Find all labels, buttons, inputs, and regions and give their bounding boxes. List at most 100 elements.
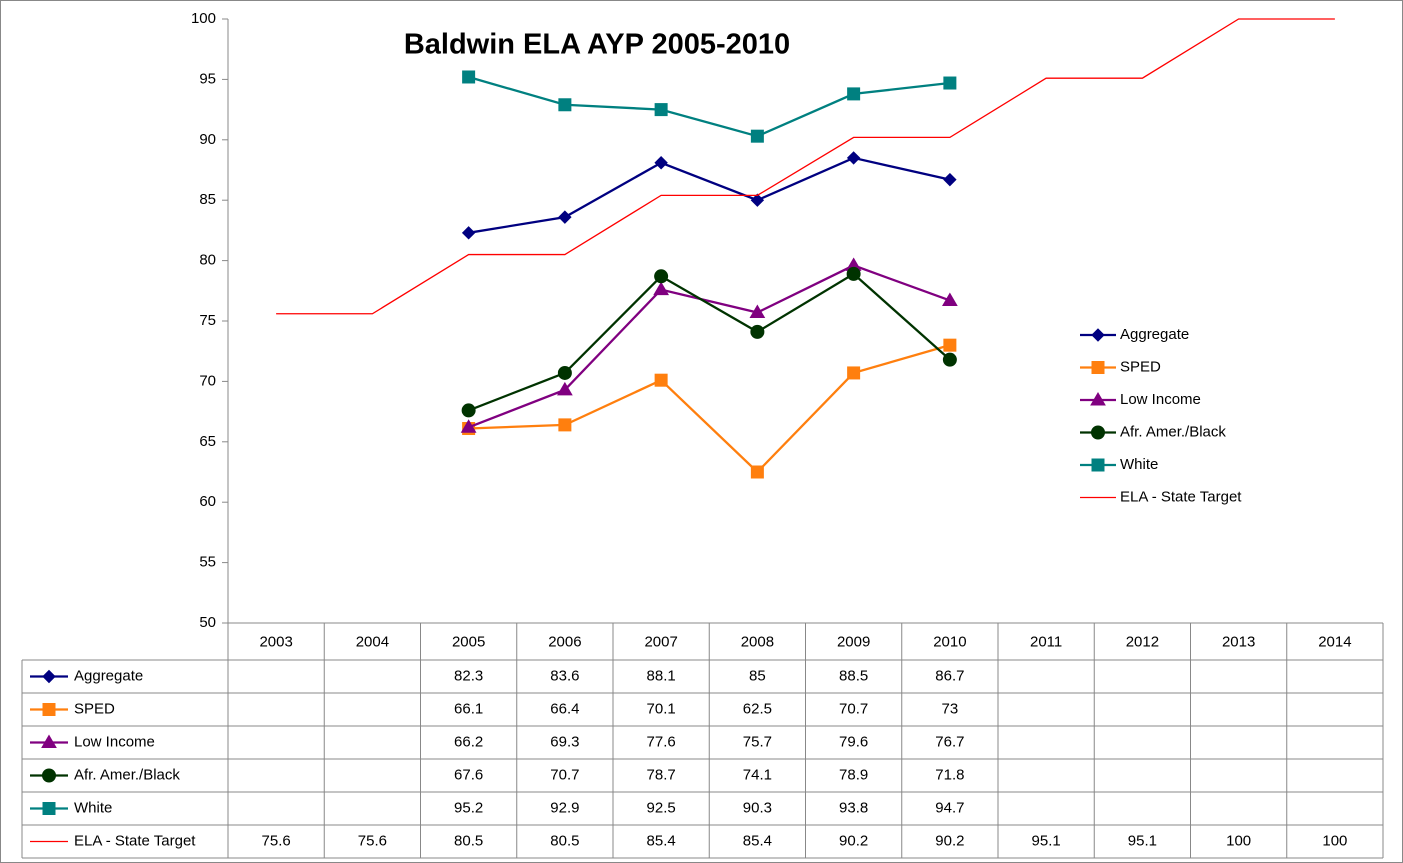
marker-triangle: [41, 734, 57, 748]
series-line: [468, 272, 951, 412]
marker-square: [1091, 458, 1105, 472]
legend-label: Aggregate: [1120, 326, 1189, 343]
table-row-label: Low Income: [74, 733, 155, 750]
table-value: 67.6: [454, 766, 483, 783]
marker-circle: [750, 324, 765, 339]
y-tick-label: 100: [191, 10, 216, 27]
table-value: 80.5: [454, 832, 483, 849]
x-tick-label: 2010: [933, 633, 966, 650]
series-line: [276, 18, 1335, 315]
table-value: 94.7: [935, 799, 964, 816]
marker-diamond: [461, 226, 476, 240]
table-value: 88.1: [647, 667, 676, 684]
marker-diamond: [750, 193, 765, 207]
marker-square: [558, 418, 572, 432]
legend-label: Afr. Amer./Black: [1120, 423, 1226, 440]
series-line: [468, 344, 951, 474]
table-value: 82.3: [454, 667, 483, 684]
x-tick-label: 2007: [644, 633, 677, 650]
marker-diamond: [1091, 328, 1105, 342]
series-line: [468, 156, 951, 234]
x-tick-label: 2012: [1126, 633, 1159, 650]
marker-triangle: [942, 292, 958, 306]
table-value: 70.7: [839, 700, 868, 717]
table-value: 95.1: [1032, 832, 1061, 849]
table-value: 69.3: [550, 733, 579, 750]
table-value: 79.6: [839, 733, 868, 750]
marker-square: [462, 70, 476, 84]
table-value: 92.5: [647, 799, 676, 816]
table-value: 90.2: [935, 832, 964, 849]
table-value: 95.2: [454, 799, 483, 816]
marker-square: [750, 129, 764, 143]
y-tick-label: 75: [199, 312, 216, 329]
x-tick-label: 2004: [356, 633, 389, 650]
table-value: 66.4: [550, 700, 579, 717]
marker-square: [943, 76, 957, 90]
marker-circle: [461, 403, 476, 418]
marker-square: [42, 802, 56, 815]
legend-label: ELA - State Target: [1120, 488, 1242, 505]
marker-diamond: [558, 210, 572, 224]
marker-diamond: [654, 156, 668, 170]
marker-square: [847, 87, 861, 101]
y-tick-label: 85: [199, 191, 216, 208]
table-value: 71.8: [935, 766, 964, 783]
y-tick-label: 90: [199, 131, 216, 148]
table-value: 78.9: [839, 766, 868, 783]
marker-triangle: [749, 304, 766, 319]
table-value: 88.5: [839, 667, 868, 684]
table-value: 86.7: [935, 667, 964, 684]
table-value: 100: [1322, 832, 1347, 849]
marker-triangle: [557, 381, 573, 396]
marker-square: [654, 373, 668, 387]
x-tick-label: 2008: [741, 633, 774, 650]
table-value: 90.2: [839, 832, 868, 849]
table-value: 75.6: [262, 832, 291, 849]
table-value: 75.6: [358, 832, 387, 849]
table-value: 77.6: [647, 733, 676, 750]
series-line: [468, 75, 951, 138]
table-value: 93.8: [839, 799, 868, 816]
table-value: 70.7: [550, 766, 579, 783]
marker-square: [750, 465, 764, 479]
table-row-label: ELA - State Target: [74, 832, 196, 849]
marker-square: [847, 366, 861, 380]
marker-circle: [557, 365, 572, 380]
marker-circle: [1091, 425, 1105, 440]
marker-circle: [942, 352, 957, 367]
y-tick-label: 80: [199, 252, 216, 269]
marker-circle: [42, 768, 56, 783]
y-tick-label: 50: [199, 614, 216, 631]
legend-label: Low Income: [1120, 391, 1201, 408]
marker-square: [1091, 361, 1105, 374]
table-value: 70.1: [647, 700, 676, 717]
table-row-label: Aggregate: [74, 667, 143, 684]
table-value: 62.5: [743, 700, 772, 717]
table-row-label: Afr. Amer./Black: [74, 766, 180, 783]
table-value: 80.5: [550, 832, 579, 849]
y-tick-label: 95: [199, 70, 216, 87]
table-value: 95.1: [1128, 832, 1157, 849]
table-value: 76.7: [935, 733, 964, 750]
marker-triangle: [460, 419, 477, 433]
y-tick-label: 65: [199, 433, 216, 450]
marker-triangle: [653, 281, 669, 296]
table-value: 73: [942, 700, 959, 717]
y-tick-label: 55: [199, 554, 216, 571]
x-tick-label: 2013: [1222, 633, 1255, 650]
table-value: 74.1: [743, 766, 772, 783]
marker-square: [654, 103, 668, 117]
marker-square: [42, 703, 56, 716]
series-line: [468, 264, 951, 429]
table-value: 92.9: [550, 799, 579, 816]
table-row-label: White: [74, 799, 112, 816]
table-value: 83.6: [550, 667, 579, 684]
y-tick-label: 60: [199, 493, 216, 510]
x-tick-label: 2014: [1318, 633, 1351, 650]
marker-square: [943, 338, 957, 352]
x-tick-label: 2003: [259, 633, 292, 650]
marker-circle: [846, 266, 861, 281]
